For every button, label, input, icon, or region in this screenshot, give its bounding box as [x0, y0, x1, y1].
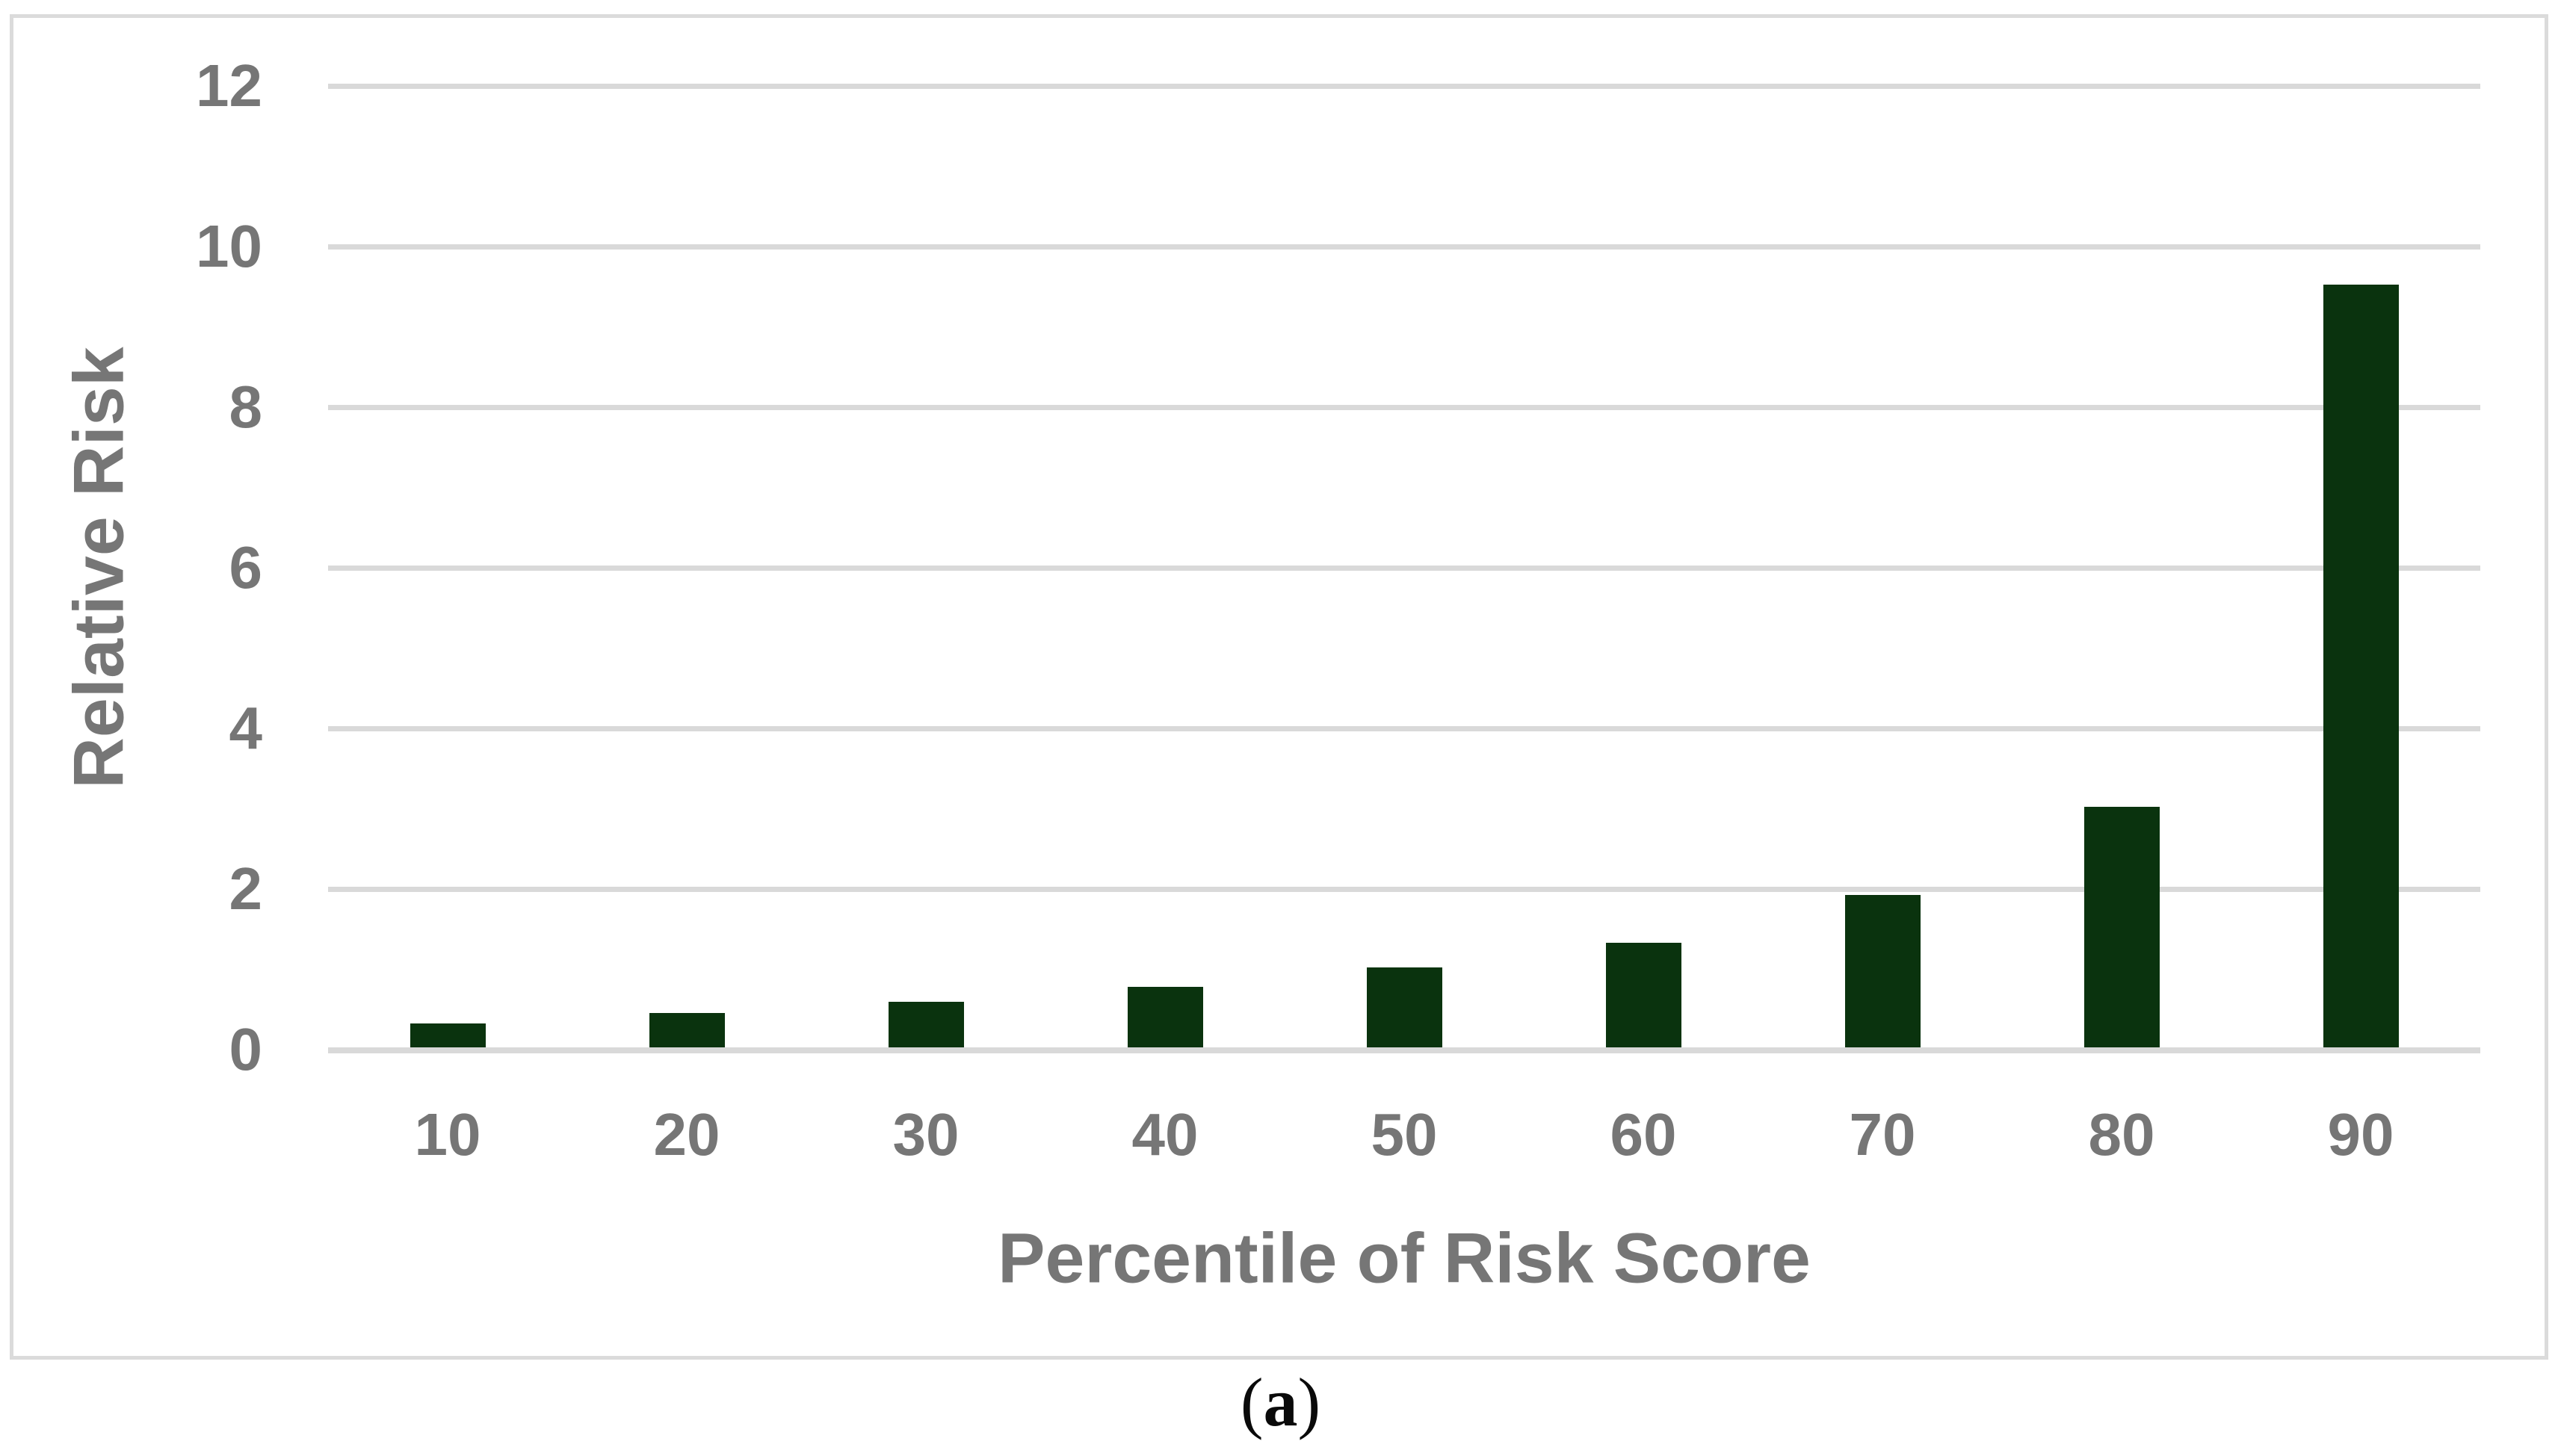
- x-tick-label-10: 10: [414, 1101, 481, 1168]
- y-tick-label-8: 8: [229, 374, 263, 440]
- caption-paren-close: ): [1297, 1364, 1321, 1440]
- chart-area: Relative Risk Percentile of Risk Score 0…: [10, 14, 2548, 1360]
- y-tick-label-6: 6: [229, 534, 263, 601]
- bar-percentile-60: [1605, 943, 1681, 1047]
- bar-percentile-10: [410, 1023, 486, 1047]
- bar-percentile-50: [1366, 967, 1442, 1047]
- y-tick-label-12: 12: [196, 52, 262, 119]
- gridline-y-8: [328, 405, 2480, 410]
- bar-percentile-90: [2323, 284, 2399, 1047]
- x-axis-title: Percentile of Risk Score: [998, 1218, 1811, 1298]
- caption-letter: a: [1263, 1364, 1298, 1440]
- x-tick-label-20: 20: [653, 1101, 720, 1168]
- plot-area: [328, 84, 2480, 1053]
- caption-paren-open: (: [1240, 1364, 1264, 1440]
- y-tick-label-4: 4: [229, 695, 263, 761]
- gridline-y-2: [328, 887, 2480, 892]
- x-tick-label-70: 70: [1849, 1101, 1916, 1168]
- x-tick-label-40: 40: [1131, 1101, 1199, 1168]
- gridline-y-12: [328, 84, 2480, 89]
- gridline-y-4: [328, 726, 2480, 731]
- y-tick-label-10: 10: [196, 213, 262, 279]
- y-tick-label-2: 2: [229, 855, 263, 922]
- figure-caption: (a): [0, 1361, 2561, 1443]
- bar-percentile-30: [888, 1001, 964, 1047]
- x-tick-label-60: 60: [1610, 1101, 1677, 1168]
- bar-percentile-40: [1127, 987, 1203, 1047]
- x-tick-label-80: 80: [2088, 1101, 2155, 1168]
- bar-percentile-80: [2083, 806, 2160, 1047]
- x-tick-label-30: 30: [892, 1101, 960, 1168]
- gridline-y-10: [328, 244, 2480, 250]
- gridline-y-6: [328, 566, 2480, 571]
- bar-percentile-70: [1844, 894, 1921, 1047]
- gridline-y-0: [328, 1047, 2480, 1053]
- x-tick-label-90: 90: [2327, 1101, 2394, 1168]
- y-tick-label-0: 0: [229, 1016, 263, 1082]
- x-tick-label-50: 50: [1371, 1101, 1438, 1168]
- bar-percentile-20: [649, 1012, 725, 1047]
